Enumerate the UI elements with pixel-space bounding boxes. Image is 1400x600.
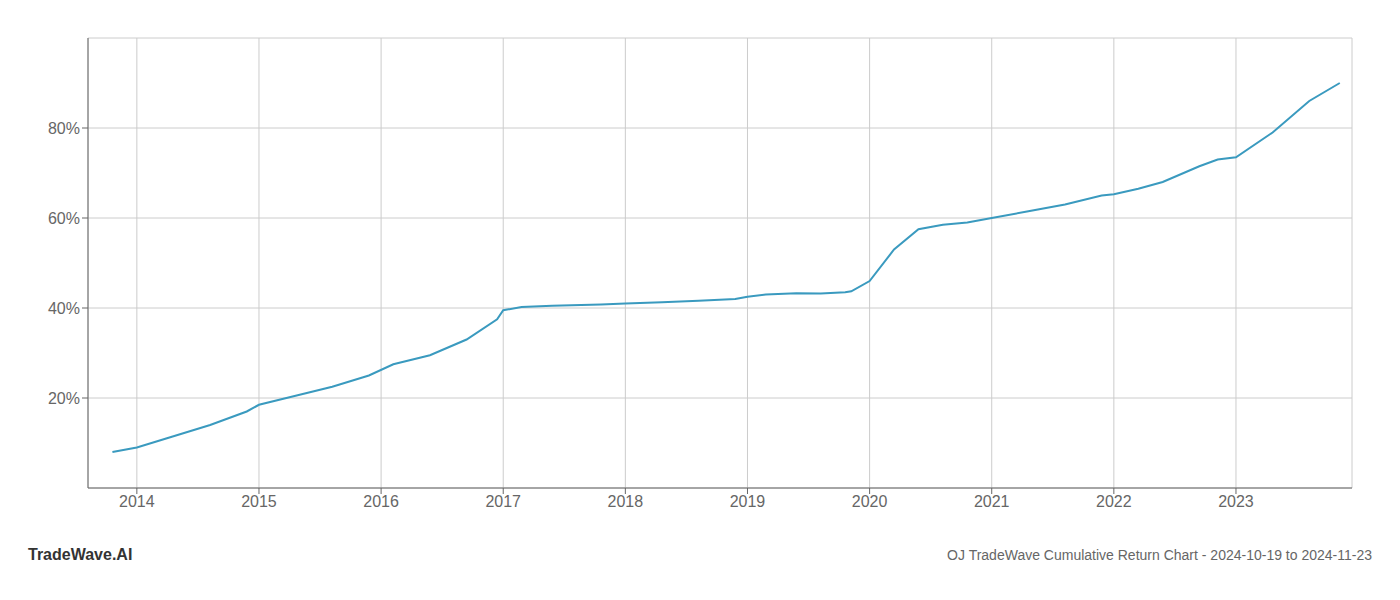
svg-text:2020: 2020 [852,493,888,510]
svg-text:2019: 2019 [730,493,766,510]
svg-text:80%: 80% [48,120,80,137]
svg-text:60%: 60% [48,210,80,227]
svg-text:2016: 2016 [363,493,399,510]
svg-text:20%: 20% [48,390,80,407]
svg-text:2023: 2023 [1218,493,1254,510]
svg-text:40%: 40% [48,300,80,317]
html-text:TradeWave.AI: TradeWave.AI [28,546,133,563]
svg-text:2014: 2014 [119,493,155,510]
svg-text:2022: 2022 [1096,493,1132,510]
svg-text:2018: 2018 [608,493,644,510]
svg-text:2017: 2017 [485,493,521,510]
svg-text:2015: 2015 [241,493,277,510]
svg-text:2021: 2021 [974,493,1010,510]
html-text:OJ TradeWave Cumulative Return: OJ TradeWave Cumulative Return Chart - 2… [947,547,1372,563]
